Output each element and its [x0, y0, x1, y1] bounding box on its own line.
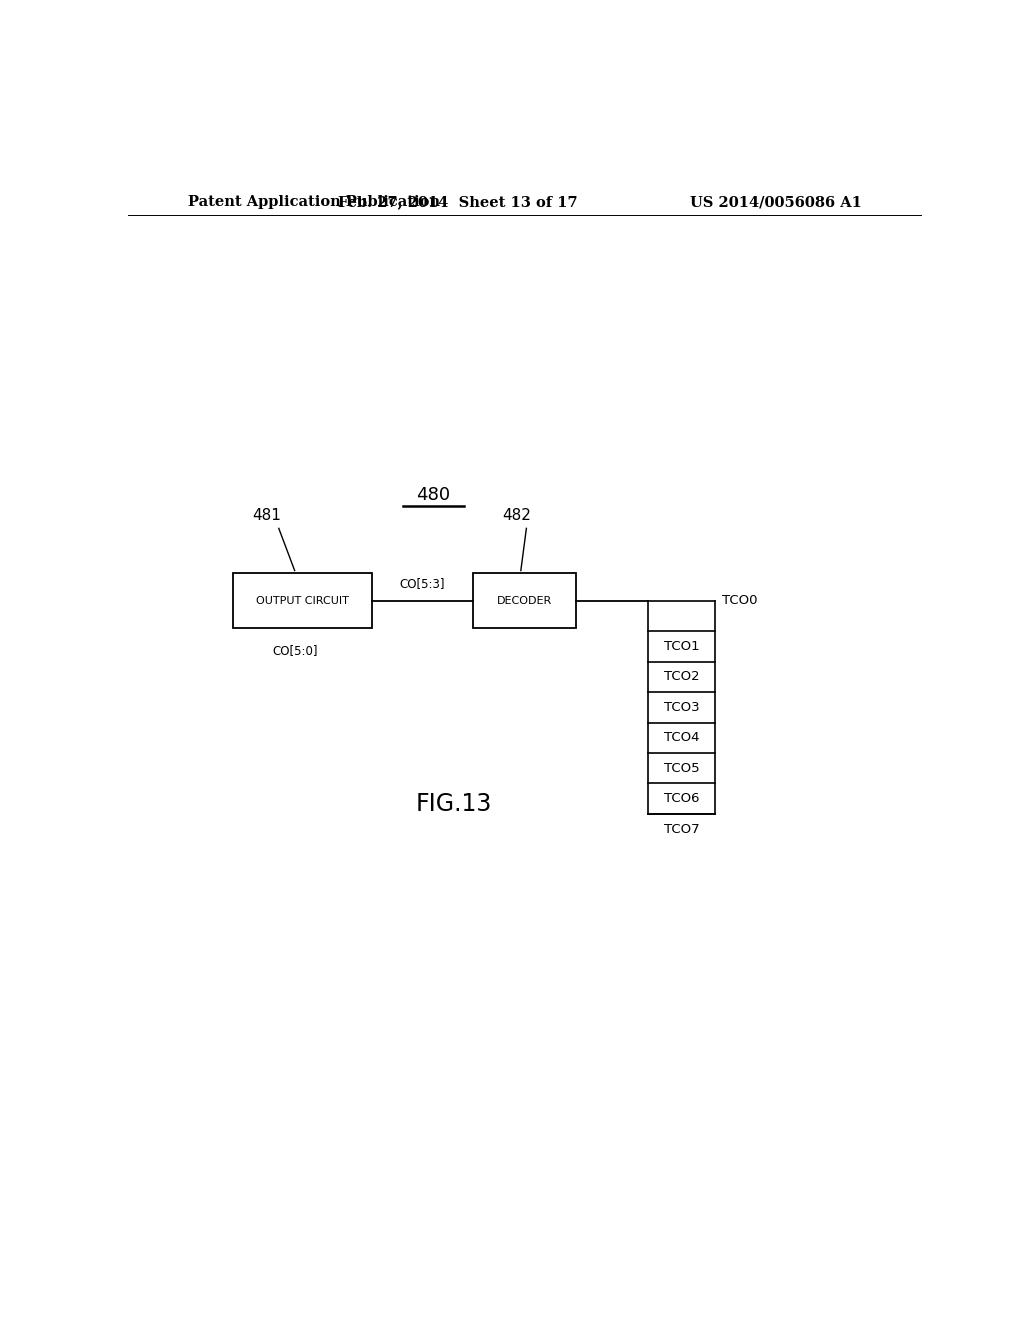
Text: TCO5: TCO5 — [664, 762, 699, 775]
Bar — [233, 573, 372, 628]
Text: TCO4: TCO4 — [664, 731, 699, 744]
Text: OUTPUT CIRCUIT: OUTPUT CIRCUIT — [256, 595, 349, 606]
Bar — [473, 573, 577, 628]
Text: Feb. 27, 2014  Sheet 13 of 17: Feb. 27, 2014 Sheet 13 of 17 — [338, 195, 578, 209]
Text: TCO7: TCO7 — [664, 822, 699, 836]
Text: TCO1: TCO1 — [664, 640, 699, 653]
Text: 480: 480 — [417, 486, 451, 504]
Text: US 2014/0056086 A1: US 2014/0056086 A1 — [690, 195, 862, 209]
Text: Patent Application Publication: Patent Application Publication — [187, 195, 439, 209]
Text: TCO6: TCO6 — [664, 792, 699, 805]
Text: 481: 481 — [253, 508, 282, 523]
Text: CO[5:0]: CO[5:0] — [272, 644, 317, 657]
Text: DECODER: DECODER — [498, 595, 552, 606]
Text: TCO0: TCO0 — [722, 594, 757, 607]
Text: TCO3: TCO3 — [664, 701, 699, 714]
Text: 482: 482 — [503, 508, 531, 523]
Text: CO[5:3]: CO[5:3] — [400, 577, 445, 590]
Text: TCO2: TCO2 — [664, 671, 699, 684]
Text: FIG.13: FIG.13 — [415, 792, 492, 816]
